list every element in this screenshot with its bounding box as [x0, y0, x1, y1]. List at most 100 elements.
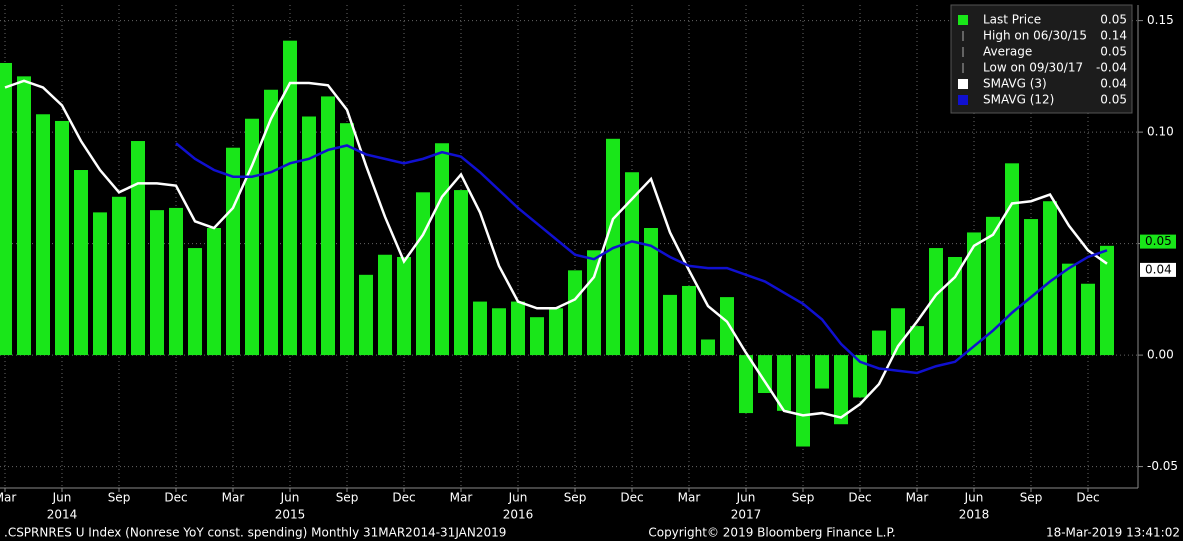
legend-label: Last Price: [983, 13, 1041, 27]
legend-value: 0.04: [1100, 77, 1127, 91]
year-label: 2014: [47, 508, 78, 522]
x-tick-label: Dec: [164, 491, 187, 505]
legend-value: 0.05: [1100, 45, 1127, 59]
bar: [226, 147, 240, 356]
bar: [264, 89, 278, 356]
plot: [0, 40, 1114, 447]
y-tick-label: 0.15: [1147, 13, 1174, 27]
bar: [207, 227, 221, 356]
year-label: 2017: [731, 508, 762, 522]
end-label-box: [1140, 262, 1176, 277]
bar: [340, 123, 354, 356]
x-tick-label: Jun: [52, 491, 72, 505]
footer-right: 18-Mar-2019 13:41:02: [1046, 526, 1180, 540]
bar: [967, 232, 981, 356]
bar: [682, 285, 696, 356]
bar: [872, 330, 886, 356]
x-tick-label: Sep: [564, 491, 587, 505]
axes: -0.05 0.00 0.05 0.10 0.15 Mar Jun 2014 Sep Dec Mar…: [0, 13, 1178, 521]
bar: [948, 256, 962, 356]
bar: [492, 308, 506, 356]
year-label: 2015: [275, 508, 306, 522]
legend-value: 0.05: [1100, 13, 1127, 27]
end-label-box: [1140, 234, 1176, 249]
bar: [644, 227, 658, 356]
bar: [454, 190, 468, 356]
end-label: 0.05: [1145, 234, 1172, 248]
bar: [853, 355, 867, 398]
bar: [910, 326, 924, 356]
x-tick-label: Dec: [848, 491, 871, 505]
legend-label: High on 06/30/15: [983, 29, 1087, 43]
bar: [473, 301, 487, 356]
bar: [1024, 219, 1038, 356]
bar: [1005, 163, 1019, 356]
bar: [378, 254, 392, 356]
x-tick-label: Mar: [222, 491, 245, 505]
legend-label: Average: [983, 45, 1032, 59]
bar: [416, 192, 430, 356]
line-series: [175, 142, 1108, 375]
legend-value: -0.04: [1096, 61, 1127, 75]
year-label: 2018: [959, 508, 990, 522]
x-tick-label: Mar: [450, 491, 473, 505]
bar: [36, 114, 50, 356]
bar: [739, 355, 753, 414]
footer-left: .CSPRNRES U Index (Nonrese YoY const. sp…: [4, 526, 506, 540]
legend-value: 0.05: [1100, 93, 1127, 107]
x-tick-label: Dec: [620, 491, 643, 505]
footer-center: Copyright© 2019 Bloomberg Finance L.P.: [648, 526, 895, 540]
x-tick-label: Sep: [336, 491, 359, 505]
year-label: 2016: [503, 508, 534, 522]
bar: [74, 170, 88, 356]
legend-value: 0.14: [1100, 29, 1127, 43]
bar: [834, 355, 848, 425]
bar: [701, 339, 715, 356]
legend-swatch: [958, 79, 968, 89]
bar: [1043, 201, 1057, 356]
end-label: 0.04: [1145, 262, 1172, 276]
bar: [815, 355, 829, 389]
x-tick-label: Jun: [280, 491, 300, 505]
bar: [568, 270, 582, 356]
x-tick-label: Dec: [1076, 491, 1099, 505]
y-tick-label: 0.00: [1147, 348, 1174, 362]
x-tick-label: Sep: [108, 491, 131, 505]
legend-box: [950, 4, 1133, 114]
legend-label: Low on 09/30/17: [983, 61, 1083, 75]
x-tick-label: Jun: [736, 491, 756, 505]
x-tick-label: Mar: [0, 491, 16, 505]
bar: [625, 172, 639, 356]
bar: [549, 308, 563, 356]
bar: [511, 301, 525, 356]
x-tick-label: Jun: [508, 491, 528, 505]
bar: [0, 62, 12, 356]
bar: [302, 116, 316, 356]
legend-swatch: [958, 95, 968, 105]
x-tick-label: Sep: [792, 491, 815, 505]
x-tick-label: Dec: [392, 491, 415, 505]
bar: [188, 248, 202, 356]
bar: [321, 96, 335, 356]
bar: [663, 294, 677, 356]
bar: [530, 317, 544, 356]
bar: [112, 196, 126, 356]
bar: [435, 143, 449, 356]
bar: [131, 141, 145, 356]
y-tick-label: 0.10: [1147, 125, 1174, 139]
bar: [758, 355, 772, 394]
legend-swatch: [958, 15, 968, 25]
bar: [796, 355, 810, 447]
bar: [283, 40, 297, 356]
x-tick-label: Jun: [964, 491, 984, 505]
bar: [1081, 283, 1095, 356]
bar: [17, 76, 31, 356]
bar: [777, 355, 791, 411]
bar: [397, 256, 411, 356]
bar: [93, 212, 107, 356]
bar: [169, 207, 183, 356]
bar: [150, 210, 164, 356]
bar: [1100, 245, 1114, 356]
